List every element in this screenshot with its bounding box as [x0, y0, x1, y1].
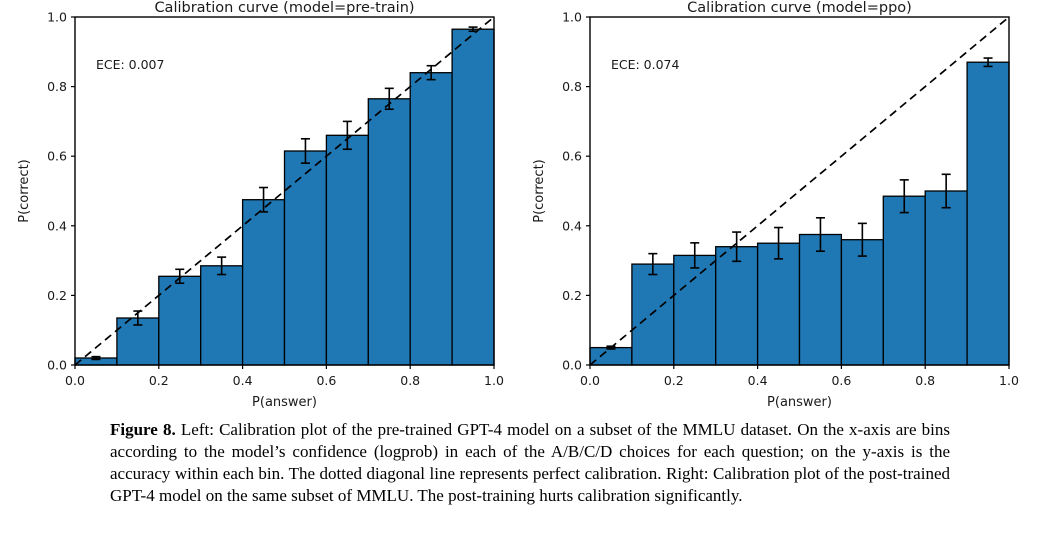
error-bars-group [91, 26, 478, 361]
y-tick-label: 0.8 [562, 79, 582, 94]
calibration-chart-pretrain-svg: 0.0 0.2 0.4 0.6 0.8 1.0 0.0 0.2 0.4 0.6 0.8 1.0 Cali… [17, 0, 504, 410]
x-tick-label: 1.0 [484, 373, 504, 388]
bar [451, 28, 495, 366]
bar [241, 199, 286, 366]
calibration-chart-ppo-svg: 0.0 0.2 0.4 0.6 0.8 1.0 0.0 0.2 0.4 0.6 0.8 1.0 Cali… [532, 0, 1019, 410]
x-tick-label: 0.4 [748, 373, 768, 388]
x-tick-label: 0.2 [664, 373, 684, 388]
plot-border [74, 16, 495, 366]
y-tick-label: 0.4 [562, 218, 582, 233]
bar [589, 346, 633, 366]
figure-caption: Figure 8. Left: Calibration plot of the … [110, 419, 950, 507]
y-axis-label: P(correct) [17, 159, 32, 223]
bar [715, 246, 759, 366]
y-tick-label: 1.0 [562, 10, 582, 25]
error-bars-group [606, 57, 993, 350]
plot-border [589, 16, 1010, 366]
bar [840, 239, 884, 366]
bar [924, 190, 968, 366]
x-tick-label: 0.6 [831, 373, 851, 388]
bar [325, 134, 369, 366]
bar [966, 61, 1010, 366]
x-tick-label: 0.0 [580, 373, 600, 388]
calibration-chart-ppo: 0.0 0.2 0.4 0.6 0.8 1.0 0.0 0.2 0.4 0.6 0.8 1.0 Cali… [527, 0, 1054, 412]
bar [756, 242, 801, 366]
y-tick-label: 0.2 [47, 288, 67, 303]
calibration-chart-pretrain: 0.0 0.2 0.4 0.6 0.8 1.0 0.0 0.2 0.4 0.6 0.8 1.0 Cali… [0, 0, 527, 412]
bar [882, 195, 926, 366]
chart-title: Calibration curve (model=ppo) [687, 0, 912, 16]
bar [673, 254, 717, 366]
bar [283, 150, 328, 366]
ece-annotation: ECE: 0.074 [611, 57, 680, 72]
y-tick-label: 0.6 [47, 149, 67, 164]
x-tick-label: 0.8 [915, 373, 935, 388]
y-tick-label: 0.8 [47, 79, 67, 94]
x-tick-label: 0.0 [65, 373, 85, 388]
y-axis-label: P(correct) [532, 159, 547, 223]
x-axis-label: P(answer) [767, 395, 832, 410]
bar [798, 233, 843, 366]
x-tick-label: 0.6 [316, 373, 336, 388]
bar [200, 265, 244, 366]
bars-group [589, 61, 1010, 366]
y-tick-label: 0.4 [47, 218, 67, 233]
y-tick-label: 0.6 [562, 149, 582, 164]
bar [367, 98, 411, 366]
x-tick-label: 1.0 [999, 373, 1019, 388]
figure-caption-text: Left: Calibration plot of the pre-traine… [110, 420, 950, 505]
x-tick-label: 0.8 [400, 373, 420, 388]
figure-caption-label: Figure 8. [110, 420, 176, 439]
x-tick-label: 0.2 [149, 373, 169, 388]
y-tick-label: 0.0 [562, 358, 582, 373]
x-axis-label: P(answer) [252, 395, 317, 410]
y-tick-label: 0.0 [47, 358, 67, 373]
y-tick-label: 0.2 [562, 288, 582, 303]
ece-annotation: ECE: 0.007 [96, 57, 165, 72]
bar [409, 72, 453, 366]
x-tick-label: 0.4 [233, 373, 253, 388]
y-tick-label: 1.0 [47, 10, 67, 25]
bar [631, 263, 675, 366]
chart-title: Calibration curve (model=pre-train) [154, 0, 414, 16]
